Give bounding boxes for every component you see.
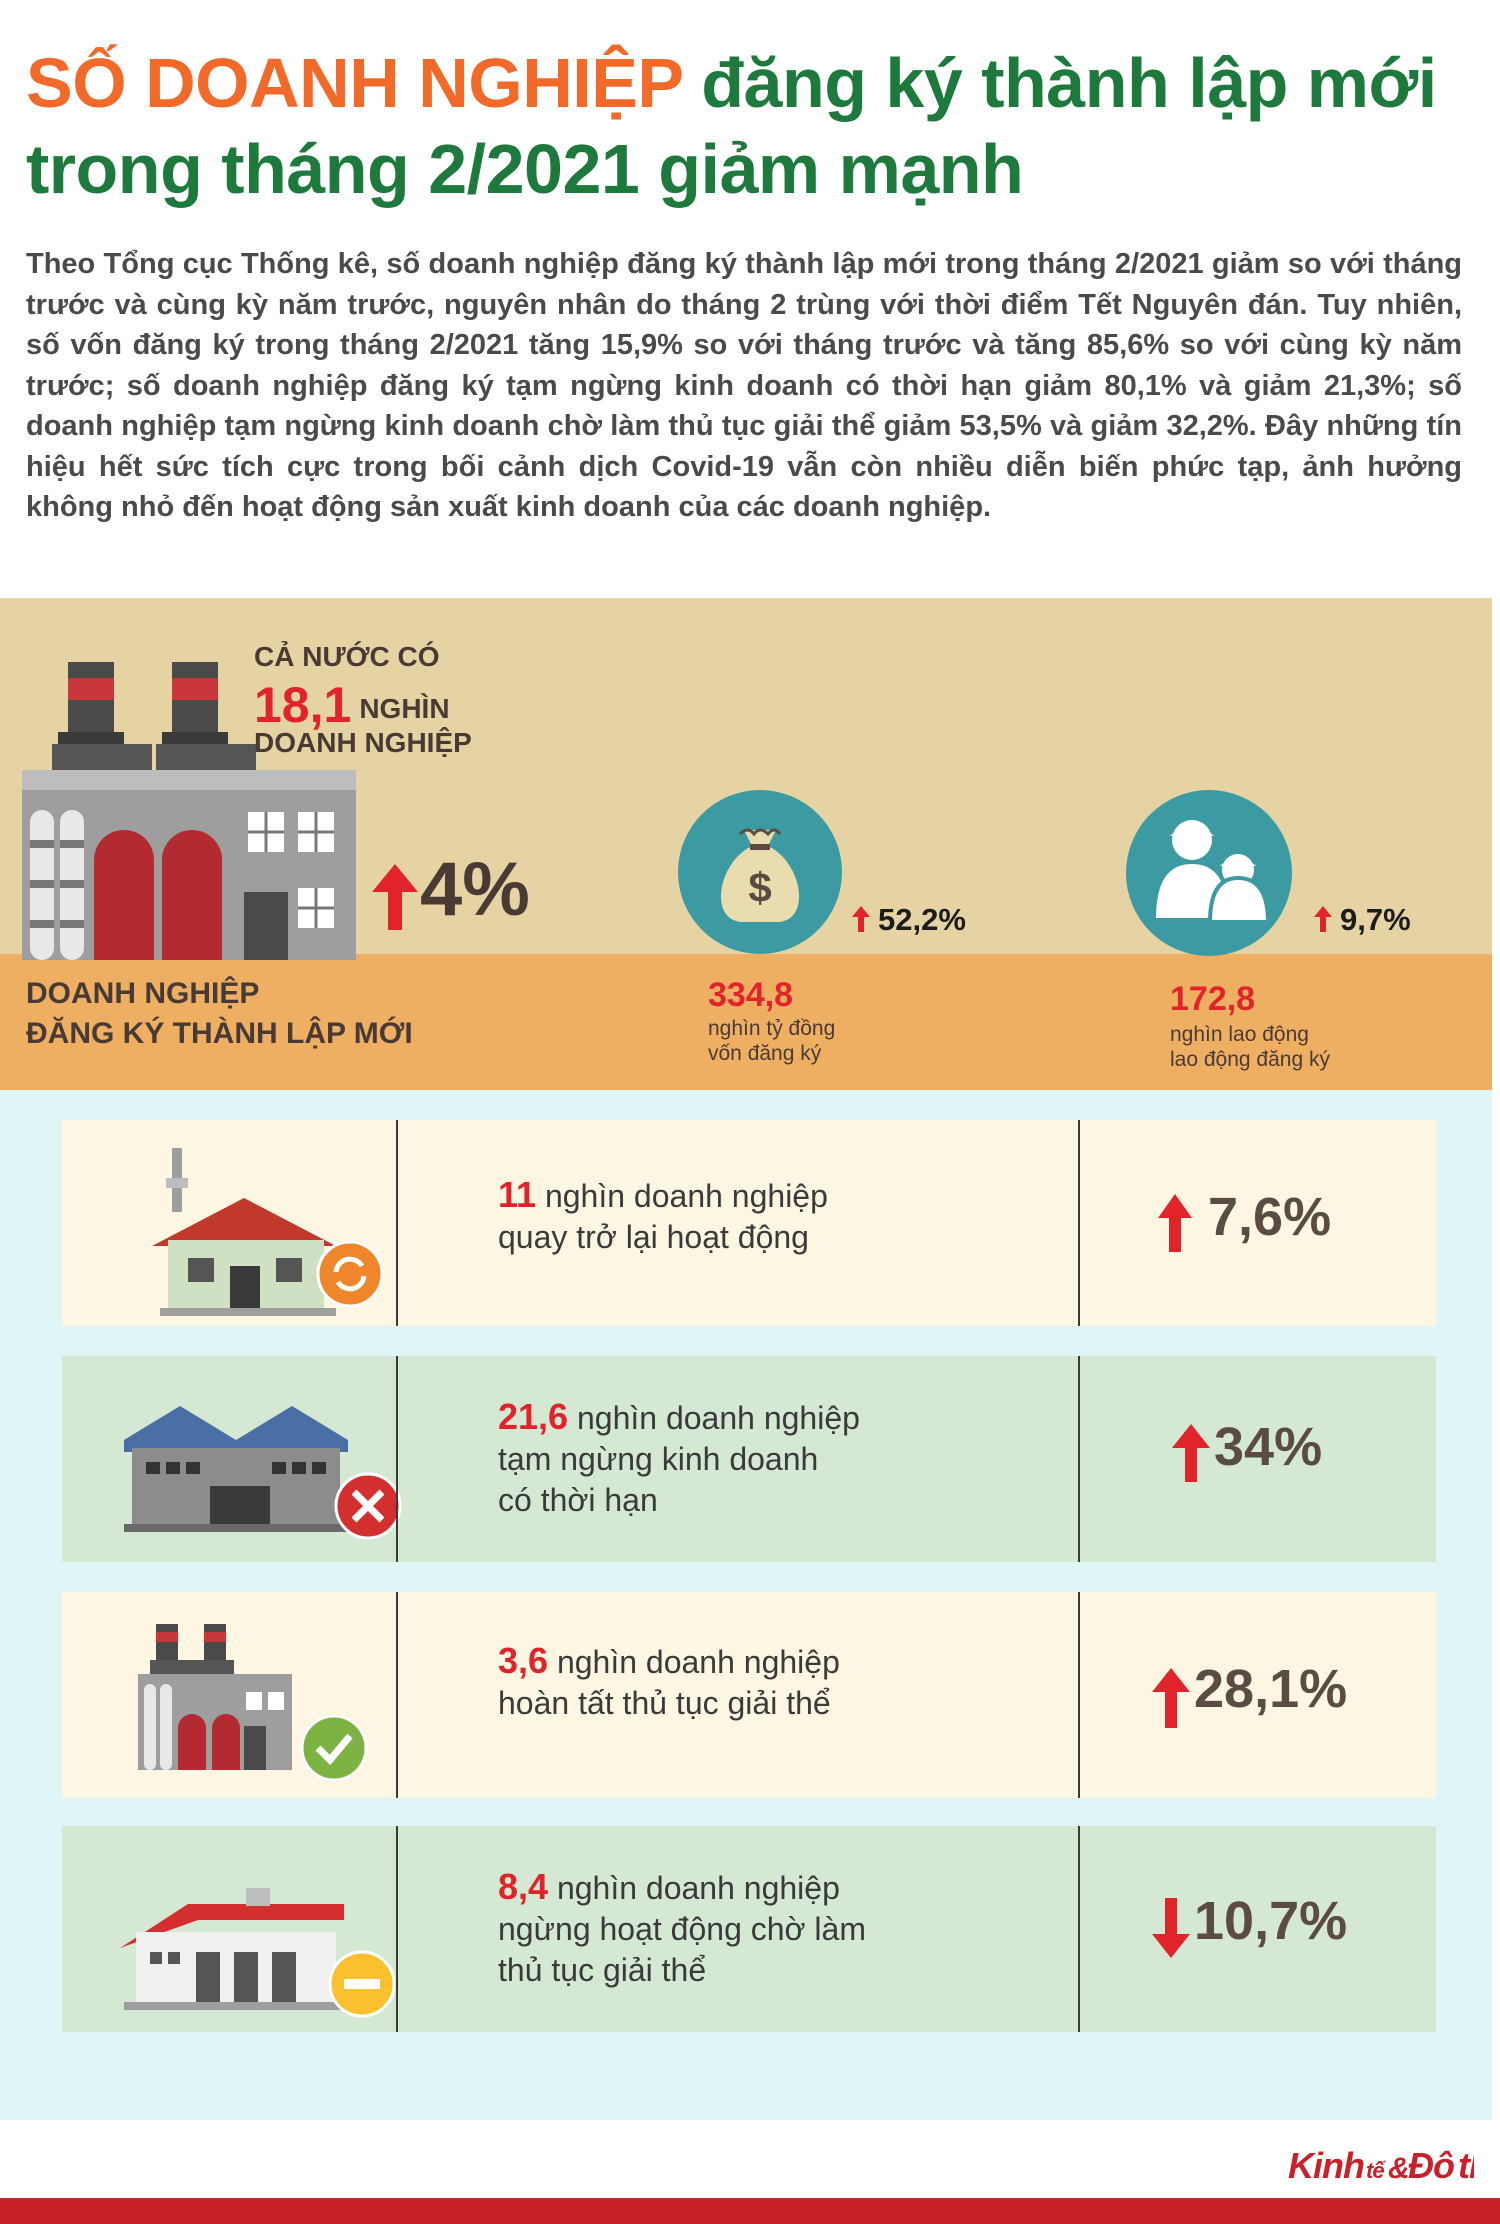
band-title: DOANH NGHIỆP ĐĂNG KÝ THÀNH LẬP MỚI xyxy=(26,974,413,1054)
summary-number: 18,1 xyxy=(254,677,352,733)
arrow-up-icon xyxy=(1172,1424,1210,1482)
row-percent: 28,1% xyxy=(1194,1659,1348,1719)
arrow-up-icon xyxy=(1158,1194,1192,1252)
row-number: 3,6 xyxy=(498,1640,549,1681)
title-line1-rest: đăng ký thành lập mới xyxy=(682,44,1437,122)
row-text: 8,4 nghìn doanh nghiệp ngừng hoạt động c… xyxy=(498,1866,866,1991)
labor-value: 172,8 xyxy=(1170,980,1256,1018)
title-line2: trong tháng 2/2021 giảm mạnh xyxy=(26,130,1024,208)
row-line3: có thời hạn xyxy=(498,1482,658,1518)
summary-unit: NGHÌN xyxy=(359,693,450,724)
capital-value: 334,8 xyxy=(708,976,794,1014)
arrow-up-icon xyxy=(372,864,418,930)
brand-logo: Kinh tế & Đô thị xyxy=(1288,2140,1500,2197)
row-divider xyxy=(1078,1826,1080,2032)
row-divider xyxy=(1078,1356,1080,1562)
row-number: 11 xyxy=(498,1174,537,1215)
row-divider xyxy=(1078,1120,1080,1326)
row-divider xyxy=(396,1356,398,1562)
row-percent: 7,6% xyxy=(1208,1187,1332,1247)
band-title-line1: DOANH NGHIỆP xyxy=(26,977,260,1010)
labor-sub2: lao động đăng ký xyxy=(1170,1048,1330,1071)
svg-text:thị: thị xyxy=(1458,2145,1474,2186)
stat-row-pending-dissolution: 8,4 nghìn doanh nghiệp ngừng hoạt động c… xyxy=(62,1826,1436,2032)
intro-paragraph: Theo Tổng cục Thống kê, số doanh nghiệp … xyxy=(26,248,1462,523)
row-text: 11 nghìn doanh nghiệp quay trở lại hoạt … xyxy=(498,1174,828,1258)
row-line1: nghìn doanh nghiệp xyxy=(548,1644,840,1680)
capital-sub2: vốn đăng ký xyxy=(708,1042,822,1065)
money-bag-icon: $ xyxy=(678,790,842,954)
svg-text:$: $ xyxy=(748,864,771,911)
footer-bar xyxy=(0,2198,1500,2224)
arrow-down-icon xyxy=(1152,1898,1190,1958)
row-line2: quay trở lại hoạt động xyxy=(498,1219,809,1255)
page-title: SỐ DOANH NGHIỆP đăng ký thành lập mới tr… xyxy=(26,40,1476,212)
row-line2: tạm ngừng kinh doanh xyxy=(498,1441,819,1477)
row-line2: ngừng hoạt động chờ làm xyxy=(498,1911,866,1947)
capital-percent: 52,2% xyxy=(878,902,966,937)
row-text: 3,6 nghìn doanh nghiệp hoàn tất thủ tục … xyxy=(498,1640,840,1724)
svg-text:Đô: Đô xyxy=(1408,2145,1454,2186)
row-divider xyxy=(396,1120,398,1326)
title-highlight: SỐ DOANH NGHIỆP xyxy=(26,44,683,122)
summary-prefix: CẢ NƯỚC CÓ xyxy=(254,641,440,672)
row-line1: nghìn doanh nghiệp xyxy=(548,1870,840,1906)
house-resume-icon xyxy=(152,1148,384,1316)
svg-text:tế: tế xyxy=(1366,2158,1387,2183)
row-divider xyxy=(396,1826,398,2032)
stat-row-suspended: 21,6 nghìn doanh nghiệp tạm ngừng kinh d… xyxy=(62,1356,1436,1562)
row-divider xyxy=(396,1592,398,1798)
capital-arrow-up-icon xyxy=(852,906,870,932)
summary-label: DOANH NGHIỆP xyxy=(254,727,472,758)
row-line2: hoàn tất thủ tục giải thể xyxy=(498,1685,831,1721)
svg-text:Kinh: Kinh xyxy=(1288,2145,1364,2186)
summary-number-row: 18,1 NGHÌN xyxy=(254,676,450,734)
summary-band xyxy=(0,954,1492,1090)
stat-row-resumed: 11 nghìn doanh nghiệp quay trở lại hoạt … xyxy=(62,1120,1436,1326)
workers-icon xyxy=(1126,790,1292,956)
row-divider xyxy=(1078,1592,1080,1798)
labor-percent: 9,7% xyxy=(1340,902,1411,937)
row-text: 21,6 nghìn doanh nghiệp tạm ngừng kinh d… xyxy=(498,1396,860,1521)
row-line3: thủ tục giải thể xyxy=(498,1952,707,1988)
factory-check-icon xyxy=(138,1624,368,1782)
capital-sub1: nghìn tỷ đồng xyxy=(708,1017,836,1040)
band-title-line2: ĐĂNG KÝ THÀNH LẬP MỚI xyxy=(26,1017,413,1050)
row-percent: 10,7% xyxy=(1194,1891,1348,1951)
summary-percent: 4% xyxy=(420,847,530,932)
stat-row-dissolved: 3,6 nghìn doanh nghiệp hoàn tất thủ tục … xyxy=(62,1592,1436,1798)
labor-sub1: nghìn lao động xyxy=(1170,1023,1309,1046)
svg-text:&: & xyxy=(1388,2152,1409,2185)
warehouse-minus-icon xyxy=(120,1888,396,2018)
row-line1: nghìn doanh nghiệp xyxy=(536,1178,828,1214)
row-number: 21,6 xyxy=(498,1396,569,1437)
row-number: 8,4 xyxy=(498,1866,549,1907)
row-line1: nghìn doanh nghiệp xyxy=(568,1400,860,1436)
row-percent: 34% xyxy=(1214,1417,1323,1477)
arrow-up-icon xyxy=(1152,1668,1190,1728)
warehouse-close-icon xyxy=(124,1406,402,1540)
factory-icon xyxy=(22,662,356,960)
labor-arrow-up-icon xyxy=(1314,906,1332,932)
